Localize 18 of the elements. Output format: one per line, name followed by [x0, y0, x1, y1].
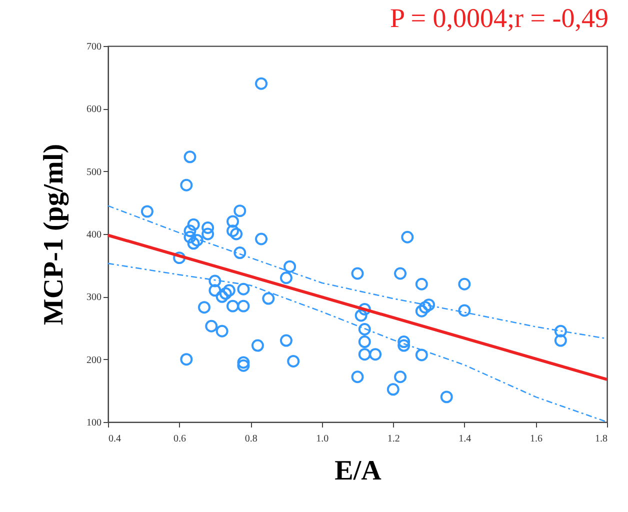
y-axis-title: MCP-1 (pg/ml): [38, 144, 70, 326]
x-axis-title: E/A: [334, 456, 382, 486]
x-tick-label: 1.8: [595, 434, 608, 444]
x-tick-label: 0.4: [108, 434, 121, 444]
y-tick-label: 200: [86, 354, 102, 366]
x-tick-label: 0.6: [174, 434, 186, 444]
x-tick-label: 1.4: [458, 434, 472, 444]
x-tick-label: 1.0: [316, 434, 329, 444]
y-tick-label: 500: [86, 166, 102, 178]
text: P = 0,0004;r = -0,49: [390, 3, 608, 33]
x-tick-label: 1.2: [387, 434, 400, 444]
y-tick-label: 600: [86, 104, 102, 116]
y-tick-label: 700: [86, 42, 102, 52]
x-tick-label: 1.6: [530, 434, 542, 444]
y-tick-label: 300: [86, 292, 102, 304]
x-tick-label: 0.8: [244, 434, 258, 444]
y-tick-label: 400: [86, 230, 102, 240]
y-tick-label: 100: [86, 418, 102, 428]
